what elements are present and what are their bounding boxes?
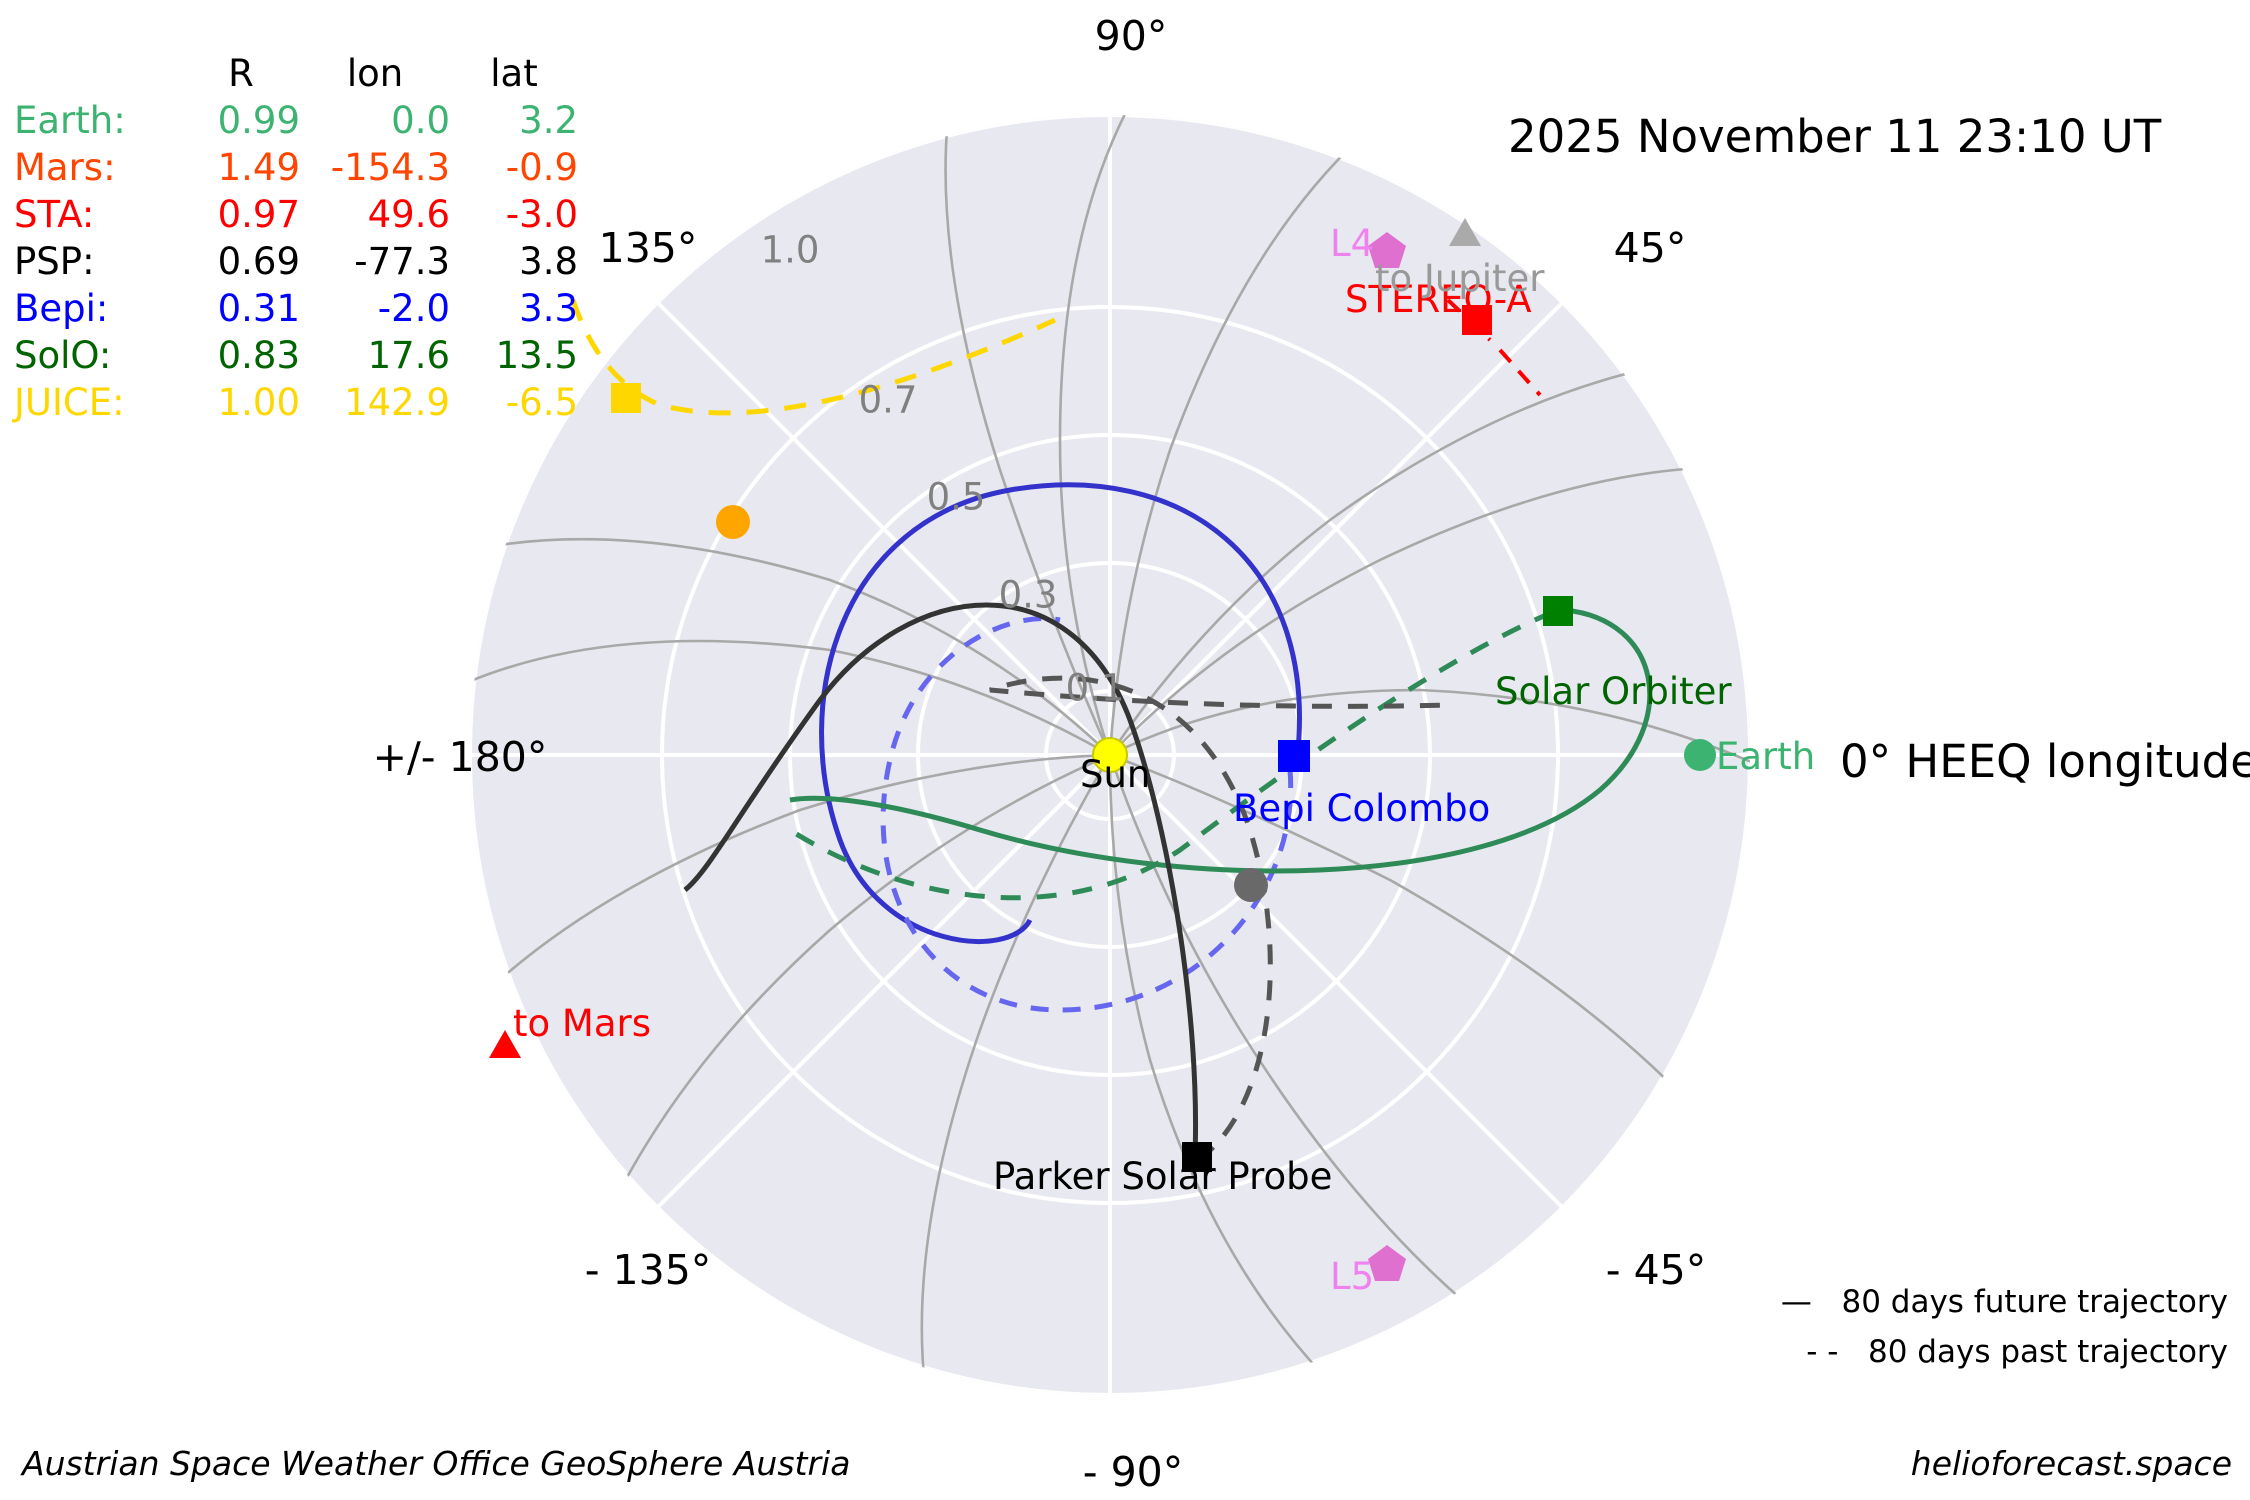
sun-marker xyxy=(1092,737,1128,773)
solar-orbiter-marker xyxy=(1543,596,1573,626)
l5-label: L5 xyxy=(1330,1255,1375,1298)
footer-right: helioforecast.space xyxy=(1910,1444,2232,1483)
sta-lat: -3.0 xyxy=(505,193,578,236)
psp-lon: -77.3 xyxy=(354,240,450,283)
table-row: SolO: 0.83 17.6 13.5 xyxy=(14,332,578,379)
psp-lat: 3.8 xyxy=(519,240,578,283)
radial-tick-0p1: 0.1 xyxy=(1065,666,1125,710)
psp-future-trajectory xyxy=(683,602,1199,1156)
mars-direction-dot xyxy=(716,505,750,539)
row-label-solo: SolO: xyxy=(14,334,112,377)
earth-lat: 3.2 xyxy=(519,99,578,142)
col-header-lon: lon xyxy=(346,52,404,95)
row-label-bepi: Bepi: xyxy=(14,287,109,330)
row-label-earth: Earth: xyxy=(14,99,126,142)
col-header-lat: lat xyxy=(490,52,538,95)
to-jupiter-triangle-icon xyxy=(1449,218,1481,246)
parker-solar-probe-label: Parker Solar Probe xyxy=(993,1155,1333,1198)
radial-tick-0p7: 0.7 xyxy=(858,378,918,422)
earth-label: Earth xyxy=(1716,735,1816,778)
row-label-mars: Mars: xyxy=(14,146,116,189)
legend-past: - - 80 days past trajectory xyxy=(1806,1334,2228,1370)
bepi-lon: -2.0 xyxy=(377,287,450,330)
earth-r: 0.99 xyxy=(217,99,300,142)
table-row: Earth: 0.99 0.0 3.2 xyxy=(14,97,578,144)
l4-label: L4 xyxy=(1330,222,1375,265)
col-header-R: R xyxy=(228,52,254,95)
bepi-past-trajectory xyxy=(880,616,1294,1013)
bepi-colombo-label: Bepi Colombo xyxy=(1233,787,1491,830)
earth-marker xyxy=(1684,739,1716,771)
row-label-juice: JUICE: xyxy=(14,381,125,424)
table-row: PSP: 0.69 -77.3 3.8 xyxy=(14,238,578,285)
juice-r: 1.00 xyxy=(217,381,300,424)
psp-past-trajectory xyxy=(989,675,1451,1163)
to-mars-triangle-icon xyxy=(489,1030,521,1058)
earth-lon: 0.0 xyxy=(391,99,450,142)
solo-past-trajectory xyxy=(788,609,1554,901)
l5-pentagon-icon xyxy=(1368,1245,1406,1281)
row-label-sta: STA: xyxy=(14,193,95,236)
sta-r: 0.97 xyxy=(217,193,300,236)
to-jupiter-label: to Jupiter xyxy=(1375,257,1545,300)
mars-r: 1.49 xyxy=(217,146,300,189)
legend-future: — 80 days future trajectory xyxy=(1781,1284,2228,1320)
table-row: Bepi: 0.31 -2.0 3.3 xyxy=(14,285,578,332)
legend-past-label: 80 days past trajectory xyxy=(1868,1334,2228,1370)
table-row: STA: 0.97 49.6 -3.0 xyxy=(14,191,578,238)
mercury-marker xyxy=(1234,868,1268,902)
angle-label-minus-45: - 45° xyxy=(1605,1246,1707,1294)
table-row: JUICE: 1.00 142.9 -6.5 xyxy=(14,379,578,426)
to-mars-label: to Mars xyxy=(513,1002,651,1045)
positions-table: R lon lat Earth: 0.99 0.0 3.2 Mars: 1.49… xyxy=(14,50,578,426)
stereo-a-label: STEREO-A xyxy=(1345,278,1532,321)
legend-future-label: 80 days future trajectory xyxy=(1841,1284,2228,1320)
solo-lat: 13.5 xyxy=(495,334,578,377)
sun-label: Sun xyxy=(1080,753,1151,796)
mars-lat: -0.9 xyxy=(505,146,578,189)
solar-orbiter-label: Solar Orbiter xyxy=(1495,670,1732,713)
radial-tick-0p5: 0.5 xyxy=(926,475,986,519)
angle-label-minus-90: - 90° xyxy=(1082,1448,1184,1496)
psp-r: 0.69 xyxy=(217,240,300,283)
radial-rings xyxy=(470,115,1750,1395)
solo-future-trajectory xyxy=(789,607,1653,874)
stereo-a-marker xyxy=(1462,305,1492,335)
row-label-psp: PSP: xyxy=(14,240,95,283)
juice-lon: 142.9 xyxy=(344,381,450,424)
juice-marker xyxy=(611,383,641,413)
table-row: Mars: 1.49 -154.3 -0.9 xyxy=(14,144,578,191)
bepi-r: 0.31 xyxy=(217,287,300,330)
angle-label-90: 90° xyxy=(1094,12,1168,60)
legend-dashed-line-icon: - - xyxy=(1806,1334,1839,1370)
parker-solar-probe-marker xyxy=(1182,1142,1212,1172)
bepi-colombo-marker xyxy=(1278,740,1310,772)
bepi-lat: 3.3 xyxy=(519,287,578,330)
heeq-longitude-label: 0° HEEQ longitude xyxy=(1840,735,2250,788)
mars-lon: -154.3 xyxy=(330,146,450,189)
table-header-row: R lon lat xyxy=(14,50,578,97)
angle-label-180: +/- 180° xyxy=(372,733,548,781)
radial-tick-0p3: 0.3 xyxy=(998,573,1058,617)
footer-left: Austrian Space Weather Office GeoSphere … xyxy=(22,1444,851,1483)
solo-r: 0.83 xyxy=(217,334,300,377)
juice-lat: -6.5 xyxy=(505,381,578,424)
page-title: 2025 November 11 23:10 UT xyxy=(1508,110,2162,163)
l4-pentagon-icon xyxy=(1368,232,1406,268)
bepi-future-trajectory xyxy=(819,482,1302,944)
angle-label-45: 45° xyxy=(1613,224,1687,272)
angle-label-minus-135: - 135° xyxy=(584,1246,712,1294)
legend-solid-line-icon: — xyxy=(1780,1284,1812,1320)
sta-lon: 49.6 xyxy=(367,193,450,236)
solo-lon: 17.6 xyxy=(367,334,450,377)
angle-label-135: 135° xyxy=(598,224,698,272)
radial-tick-1p0: 1.0 xyxy=(760,228,820,272)
